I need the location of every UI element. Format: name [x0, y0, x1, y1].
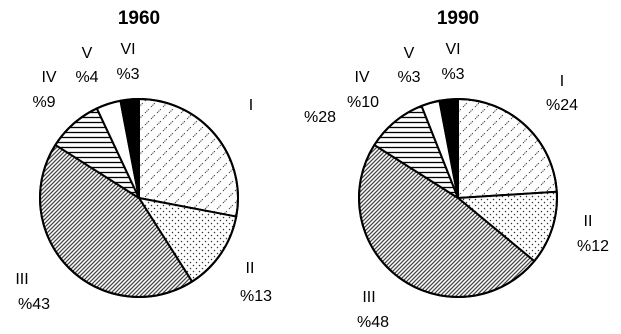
- slice-percent-label-1990-vi: %3: [441, 66, 464, 83]
- slice-percent-label-1990-iv: %10: [347, 94, 379, 111]
- slice-percent-label-1960-vi: %3: [116, 66, 139, 83]
- slice-name-label-1990-iv: IV: [354, 69, 369, 86]
- slice-percent-label-1990-v: %3: [397, 69, 420, 86]
- pie-slice-1990-i: [457, 98, 558, 199]
- slice-percent-label-1990-i: %24: [546, 97, 578, 114]
- slice-name-label-1990-i: I: [560, 73, 564, 90]
- slice-name-label-1990-iii: III: [362, 289, 375, 306]
- slice-name-label-1990-ii: II: [584, 213, 593, 230]
- pie-outline-1990: [358, 98, 558, 298]
- pie-slice-1960-i: [138, 98, 239, 218]
- slice-name-label-1960-v: V: [82, 45, 93, 62]
- slice-percent-label-1960-iv: %9: [32, 94, 55, 111]
- slice-percent-label-1990-iii: %48: [357, 314, 389, 331]
- slice-labels-1990: I %24 II %12 III %48 IV %10 V %3 VI %3: [347, 41, 609, 331]
- slice-name-label-1960-iii: III: [15, 271, 28, 288]
- pie-outline-1960: [39, 98, 239, 298]
- pie-chart-1990: 1990 I %24 II %12 III %48 IV %10 V %3 VI %3: [347, 8, 609, 331]
- slice-name-label-1960-iv: IV: [41, 69, 56, 86]
- slice-percent-label-1960-iii: %43: [18, 296, 50, 313]
- slice-labels-1960: I %28 II %13 III %43 IV %9 V %4 VI %3: [15, 41, 336, 313]
- slice-name-label-1960-vi: VI: [120, 41, 135, 58]
- slice-percent-label-1960-ii: %13: [240, 288, 272, 305]
- slice-name-label-1960-i: I: [249, 97, 253, 114]
- slice-name-label-1990-v: V: [404, 45, 415, 62]
- slice-name-label-1960-ii: II: [246, 260, 255, 277]
- slice-name-label-1990-vi: VI: [445, 41, 460, 58]
- slice-percent-label-1960-i: %28: [304, 109, 336, 126]
- chart-title-1960: 1960: [118, 8, 160, 29]
- pie-chart-1960: 1960 I %28 II %13 III %43 IV %9 V %4 VI %3: [15, 8, 336, 313]
- slice-percent-label-1960-v: %4: [75, 69, 98, 86]
- slice-percent-label-1990-ii: %12: [577, 238, 609, 255]
- chart-title-1990: 1990: [437, 8, 479, 29]
